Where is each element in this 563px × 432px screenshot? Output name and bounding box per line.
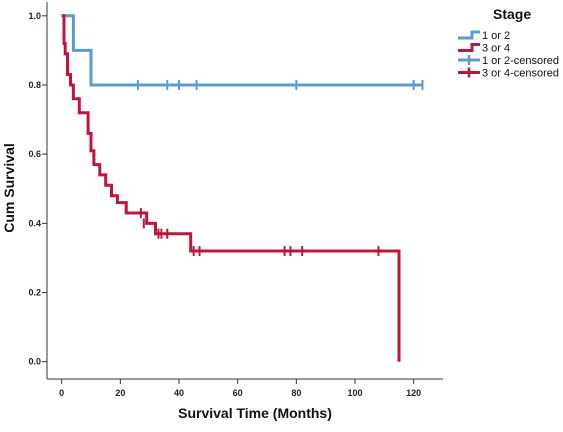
legend-entry: 3 or 4-censored (458, 67, 559, 80)
legend-swatch (458, 43, 480, 52)
x-tick-label: 0 (59, 388, 64, 398)
y-tick-label: 0.6 (28, 149, 41, 159)
legend-label: 1 or 2 (482, 30, 510, 42)
legend-label: 3 or 4 (482, 43, 510, 55)
x-tick-label: 40 (174, 388, 184, 398)
legend-entry: 1 or 2 (458, 30, 510, 42)
x-tick-label: 20 (115, 388, 125, 398)
x-tick-label: 120 (406, 388, 421, 398)
axes: 0 20 40 60 80 100 120 0.0 0.2 0.4 0.6 0.8 1.0 (28, 2, 443, 398)
legend-swatch (458, 30, 480, 40)
x-axis-title: Survival Time (Months) (178, 405, 332, 421)
x-tick-label: 60 (233, 388, 243, 398)
legend-entry: 3 or 4 (458, 43, 510, 55)
survival-curve (61, 14, 423, 87)
legend-label: 3 or 4-censored (482, 68, 559, 80)
legend-entry: 1 or 2-censored (458, 55, 559, 67)
plot-area (61, 14, 424, 362)
x-tick-label: 80 (291, 388, 301, 398)
series-group (61, 14, 424, 91)
y-tick-label: 0.2 (28, 288, 41, 298)
survival-curve (61, 14, 401, 362)
x-tick-label: 100 (347, 388, 362, 398)
y-tick-label: 1.0 (28, 11, 41, 21)
legend-label: 1 or 2-censored (482, 55, 559, 67)
y-tick-label: 0.8 (28, 80, 41, 90)
legend-title: Stage (493, 6, 531, 22)
y-tick-label: 0.0 (28, 357, 41, 367)
y-axis-title: Cum Survival (1, 143, 17, 232)
series-group (61, 14, 401, 362)
y-tick-label: 0.4 (28, 218, 41, 228)
